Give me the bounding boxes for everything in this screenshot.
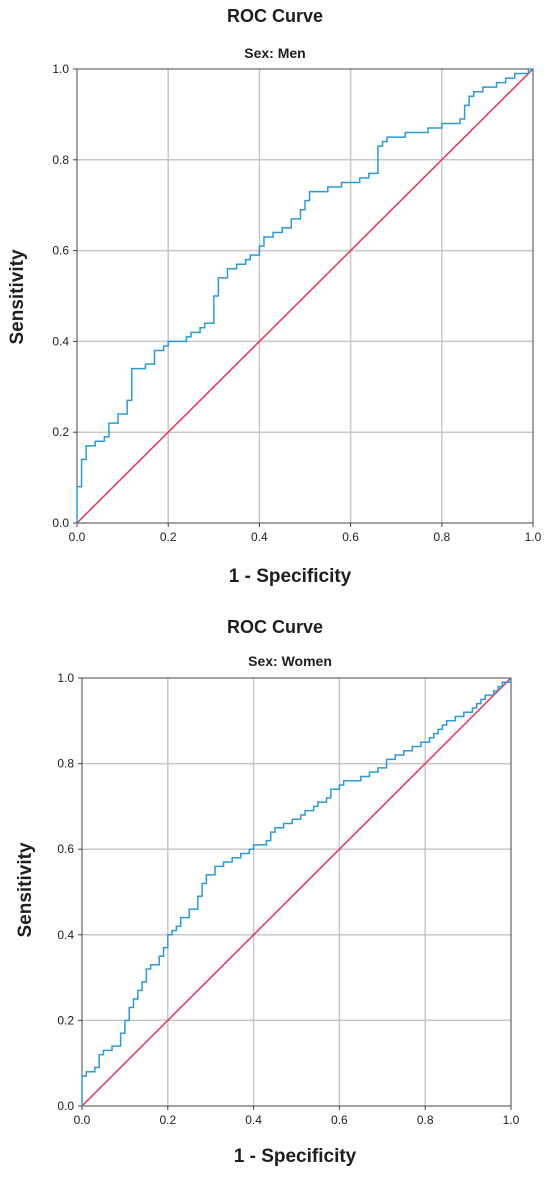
x-tick-label: 0.4 (245, 1113, 262, 1127)
x-tick-label: 0.0 (69, 530, 86, 544)
y-tick-label: 1.0 (52, 62, 69, 76)
x-tick-label: 0.0 (74, 1113, 91, 1127)
x-tick-label: 1.0 (503, 1113, 520, 1127)
plot-area: 0.0 0.2 0.4 0.6 0.8 1.0 0.0 0.2 0.4 0.6 0.8 1.0 (52, 62, 542, 544)
plot-frame (76, 68, 534, 524)
y-tick-label: 0.8 (52, 153, 69, 167)
x-tick-label: 0.6 (331, 1113, 348, 1127)
x-axis-label: 1 - Specificity (228, 566, 352, 587)
y-tick-label: 0.8 (57, 757, 74, 771)
plot-area: 0.0 0.2 0.4 0.6 0.8 1.0 0.0 0.2 0.4 0.6 0.8 1.0 (57, 671, 520, 1127)
x-tick-label: 0.2 (160, 530, 177, 544)
x-axis-label: 1 - Specificity (233, 1146, 357, 1167)
y-tick-label: 1.0 (57, 671, 74, 685)
x-tick-label: 0.4 (251, 530, 268, 544)
x-tick-label: 0.8 (417, 1113, 434, 1127)
x-tick-label: 1.0 (525, 530, 542, 544)
y-tick-label: 0.4 (57, 928, 74, 942)
x-tick-label: 0.8 (433, 530, 450, 544)
y-tick-label: 0.0 (57, 1099, 74, 1113)
y-axis-label: Sensitivity (7, 249, 28, 345)
reference-line (81, 677, 512, 1107)
chart-title: ROC Curve (226, 617, 324, 637)
roc-curve (81, 678, 512, 1106)
y-tick-label: 0.6 (57, 842, 74, 856)
chart-subtitle: Sex: Women (248, 653, 332, 669)
y-tick-label: 0.4 (52, 334, 69, 348)
roc-curve (76, 68, 533, 523)
x-tick-label: 0.2 (159, 1113, 176, 1127)
roc-chart-women: ROC Curve Sex: Women 0.0 0.2 0.4 0.6 0.8 1.0 0… (0, 610, 550, 1177)
roc-chart-men: ROC Curve Sex: Men 0.0 0.2 0.4 0.6 0.8 1.0 0.0… (7, 6, 542, 587)
y-tick-label: 0.2 (52, 425, 69, 439)
reference-line (76, 68, 534, 524)
chart-subtitle: Sex: Men (244, 45, 306, 61)
chart-title: ROC Curve (226, 6, 324, 26)
plot-frame (81, 677, 512, 1107)
y-tick-label: 0.0 (52, 516, 69, 530)
x-tick-label: 0.6 (342, 530, 359, 544)
y-tick-label: 0.2 (57, 1013, 74, 1027)
y-tick-label: 0.6 (52, 244, 69, 258)
y-axis-label: Sensitivity (15, 842, 36, 938)
